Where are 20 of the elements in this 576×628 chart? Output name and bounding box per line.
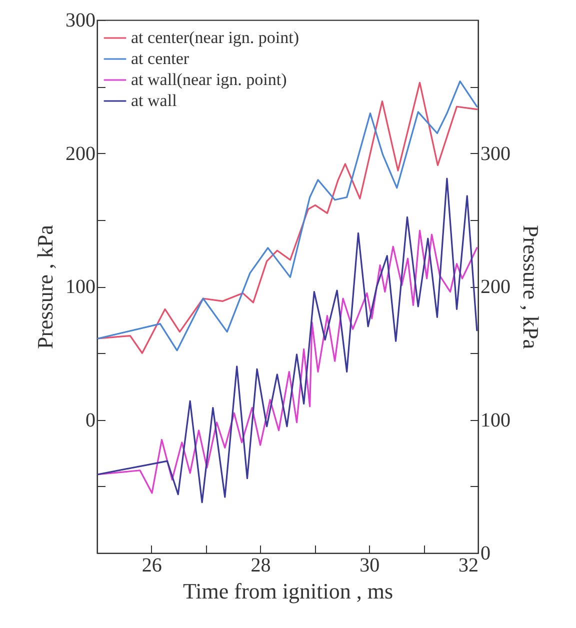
y2-tick-label: 200 [480,276,510,298]
legend-label: at wall(near ign. point) [131,70,287,89]
y-tick-label: 300 [66,10,96,32]
y-tick-label: 200 [66,142,96,165]
y2-tick-label: 300 [480,142,510,165]
y-tick-label: 0 [86,409,96,432]
legend-label: at center(near ign. point) [131,28,300,47]
x-tick-label: 30 [360,554,380,576]
line-series [97,178,478,504]
y2-axis-title: Pressure , kPa [518,224,544,350]
legend-label: at wall [131,91,178,110]
y2-tick-label: 100 [480,409,510,432]
x-tick-label: 28 [250,554,271,576]
x-axis-title: Time from ignition , ms [182,578,394,604]
y2-tick-label: 0 [480,542,490,564]
y-axis-title: Pressure , kPa [32,224,58,350]
x-tick-label: 32 [458,554,478,576]
x-tick-label: 26 [142,554,162,576]
y-tick-label: 100 [66,276,96,298]
legend-label: at center [131,49,190,68]
